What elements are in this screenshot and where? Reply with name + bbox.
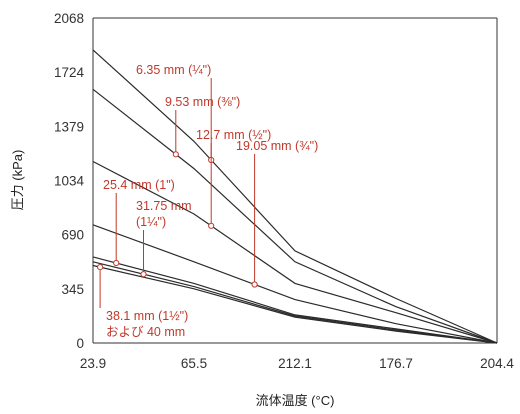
series-line-2	[92, 88, 498, 344]
y-tick-label: 1724	[54, 65, 85, 80]
annotation-marker	[251, 281, 258, 288]
y-tick-label: 2068	[54, 11, 84, 26]
series-annotation: 19.05 mm (¾")	[236, 139, 318, 288]
series-line-7	[92, 264, 498, 344]
annotation-label: 9.53 mm (⅜")	[165, 95, 240, 109]
series-annotation: 9.53 mm (⅜")	[165, 95, 240, 158]
series-line-3	[92, 160, 498, 344]
annotation-marker	[172, 151, 179, 158]
series-line-6	[92, 261, 498, 344]
series-annotations: 6.35 mm (¼") 9.53 mm (⅜") 12.7 mm (½")19.0…	[97, 63, 318, 339]
y-tick-label: 345	[61, 282, 84, 297]
x-tick-label: 23.9	[80, 356, 106, 371]
plot-frame	[92, 17, 498, 344]
y-tick-label: 1379	[54, 119, 84, 134]
annotation-label: 12.7 mm (½")	[196, 128, 271, 142]
y-tick-label: 690	[61, 228, 84, 243]
series-annotation: 25.4 mm (1")	[103, 178, 175, 267]
annotation-label: 38.1 mm (1½")	[106, 309, 188, 323]
annotation-label: および 40 mm	[106, 325, 185, 339]
series-annotation: 31.75 mm (1¼")	[136, 199, 192, 278]
y-axis-label: 圧力 (kPa)	[10, 150, 25, 211]
series-annotation: 12.7 mm (½")	[196, 128, 271, 229]
series-line-4	[92, 224, 498, 344]
x-tick-label: 65.5	[181, 356, 207, 371]
y-tick-label: 0	[76, 336, 84, 351]
annotation-label: 31.75 mm	[136, 199, 192, 213]
annotation-label: 6.35 mm (¼")	[136, 63, 211, 77]
x-tick-label: 204.4	[480, 356, 514, 371]
annotation-label: 25.4 mm (1")	[103, 178, 175, 192]
x-axis-label: 流体温度 (°C)	[256, 393, 335, 408]
y-tick-label: 1034	[54, 174, 85, 189]
series-lines	[92, 49, 498, 344]
annotation-marker	[113, 259, 120, 267]
annotation-marker	[97, 264, 104, 271]
series-annotation: 38.1 mm (1½") および 40 mm	[97, 264, 188, 339]
annotation-marker	[140, 271, 147, 278]
series-line-1	[92, 49, 498, 344]
annotation-label: (1¼")	[136, 215, 166, 229]
series-line-5	[92, 256, 498, 344]
x-tick-labels: 23.9 65.5 212.1 176.7 204.4	[80, 356, 515, 371]
annotation-label: 19.05 mm (¾")	[236, 139, 318, 153]
x-tick-label: 176.7	[379, 356, 413, 371]
x-tick-label: 212.1	[278, 356, 312, 371]
y-tick-labels: 0 345 690 1034 1379 1724 2068	[54, 11, 85, 351]
series-annotation: 6.35 mm (¼")	[136, 63, 215, 164]
annotation-marker	[208, 222, 215, 229]
